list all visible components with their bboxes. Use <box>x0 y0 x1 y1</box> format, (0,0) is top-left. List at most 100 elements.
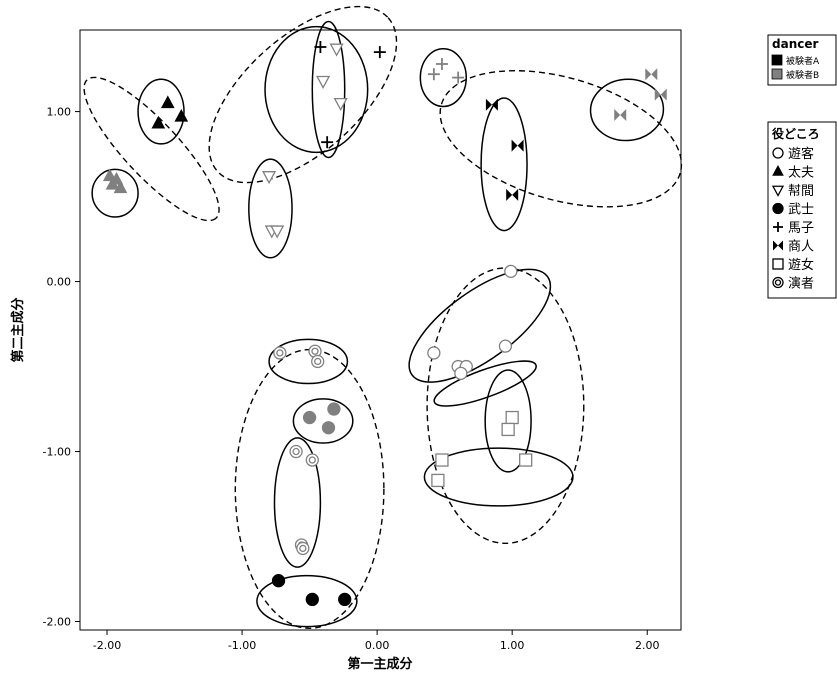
data-point-circle-filled <box>321 421 336 435</box>
cluster-ellipse <box>137 78 185 145</box>
data-point-circle-open <box>454 366 468 380</box>
data-point-triangle-up <box>174 109 189 122</box>
role-legend-marker <box>773 240 783 251</box>
y-tick-label: 0.00 <box>47 276 72 289</box>
cluster-ellipse <box>484 369 532 473</box>
y-axis-title: 第二主成分 <box>10 297 26 362</box>
cluster-ellipse-dashed <box>83 76 220 222</box>
role-legend-marker <box>773 222 783 232</box>
cluster-ellipse <box>256 574 358 628</box>
role-legend-marker <box>772 276 784 289</box>
cluster-ellipse <box>248 158 293 259</box>
data-point-square-open <box>431 473 445 488</box>
data-point-bowtie <box>654 88 667 101</box>
x-axis-title: 第一主成分 <box>347 656 412 672</box>
x-tick-label: 0.00 <box>365 639 390 652</box>
cluster-ellipse <box>292 398 354 444</box>
data-point-plus <box>314 40 327 53</box>
data-point-plus <box>373 46 386 59</box>
dancer-legend-swatch <box>771 68 783 80</box>
role-legend-marker <box>772 164 784 176</box>
cluster-ellipse-dashed <box>234 348 385 630</box>
cluster-ellipse <box>273 437 322 568</box>
x-tick-label: -1.00 <box>228 639 256 652</box>
data-point-double-circle <box>289 444 303 459</box>
data-point-circle-filled <box>305 592 319 607</box>
plot-frame <box>79 29 682 631</box>
data-point-square-open <box>505 410 519 425</box>
dancer-legend-label: 被験者B <box>786 69 819 81</box>
data-point-triangle-down-open <box>270 225 285 239</box>
cluster-ellipse <box>264 25 369 154</box>
data-point-circle-filled <box>327 402 341 416</box>
data-point-triangle-down-open <box>316 75 331 89</box>
role-legend-label: 武士 <box>788 203 814 218</box>
data-point-triangle-up <box>160 95 175 109</box>
role-legend-label: 幇間 <box>788 184 814 199</box>
group-ellipse-layer <box>83 5 683 630</box>
dancer-legend: dancer 被験者A 被験者B <box>767 34 837 86</box>
dancer-legend-label: 被験者A <box>786 55 820 67</box>
data-point-triangle-down-open <box>261 171 277 185</box>
role-legend-label: 遊客 <box>788 146 814 162</box>
data-point-bowtie <box>506 188 519 201</box>
data-point-circle-filled <box>338 592 352 607</box>
y-tick-label: -1.00 <box>43 446 71 459</box>
data-point-plus <box>452 71 465 84</box>
x-tick-label: 2.00 <box>635 639 660 652</box>
data-point-plus <box>427 68 440 81</box>
y-tick-label: -2.00 <box>43 616 71 629</box>
x-tick-label: -2.00 <box>93 639 121 652</box>
data-point-plus <box>321 136 334 149</box>
data-point-triangle-down-open <box>333 97 348 112</box>
cluster-ellipse <box>419 47 468 108</box>
data-point-square-open <box>435 453 449 467</box>
role-legend-label: 太夫 <box>788 166 814 181</box>
role-legend-marker <box>772 258 784 270</box>
cluster-ellipse <box>408 268 552 383</box>
role-legend-title: 役どころ <box>772 126 820 141</box>
cluster-ellipse-dashed <box>208 5 398 184</box>
cluster-ellipse <box>311 20 346 159</box>
role-legend-marker <box>772 202 784 215</box>
data-point-double-circle <box>311 354 325 369</box>
data-point-circle-filled <box>302 410 317 425</box>
data-point-circle-filled <box>271 574 286 588</box>
data-point-square-open <box>501 422 515 437</box>
data-point-triangle-down-open <box>329 43 344 57</box>
data-point-double-circle <box>273 346 287 360</box>
cluster-ellipse <box>268 338 349 385</box>
data-point-triangle-up <box>113 180 128 194</box>
data-point-plus <box>435 57 448 70</box>
data-point-circle-open <box>504 264 518 279</box>
data-point-triangle-up <box>151 115 166 129</box>
cluster-ellipse <box>480 97 528 232</box>
data-point-bowtie <box>485 98 498 111</box>
data-point-double-circle <box>296 541 310 556</box>
cluster-ellipse <box>433 360 537 407</box>
data-point-circle-open <box>427 346 441 360</box>
data-point-triangle-up <box>105 177 120 190</box>
y-tick-label: 1.00 <box>47 106 72 119</box>
role-legend-marker <box>771 185 785 197</box>
data-point-bowtie <box>614 108 627 121</box>
role-legend-marker <box>772 147 784 159</box>
cluster-ellipse <box>91 168 139 218</box>
dancer-legend-title: dancer <box>772 37 818 51</box>
data-point-square-open <box>519 453 533 467</box>
cluster-ellipse-dashed <box>426 267 585 545</box>
data-point-circle-open <box>498 339 513 353</box>
role-legend-label: 遊女 <box>788 257 814 273</box>
cluster-ellipse <box>589 78 665 142</box>
data-point-layer <box>102 40 667 607</box>
x-tick-label: 1.00 <box>500 639 525 652</box>
dancer-legend-swatch <box>771 54 783 66</box>
data-point-bowtie <box>511 139 524 152</box>
data-point-bowtie <box>645 68 658 81</box>
role-legend-label: 演者 <box>788 276 814 292</box>
data-point-double-circle <box>305 453 319 467</box>
role-legend-label: 商人 <box>788 240 814 255</box>
axis-layer: -2.00 -1.00 0.00 1.00 2.00 1.00 0.00 -1.00 -2.00 <box>43 106 660 652</box>
